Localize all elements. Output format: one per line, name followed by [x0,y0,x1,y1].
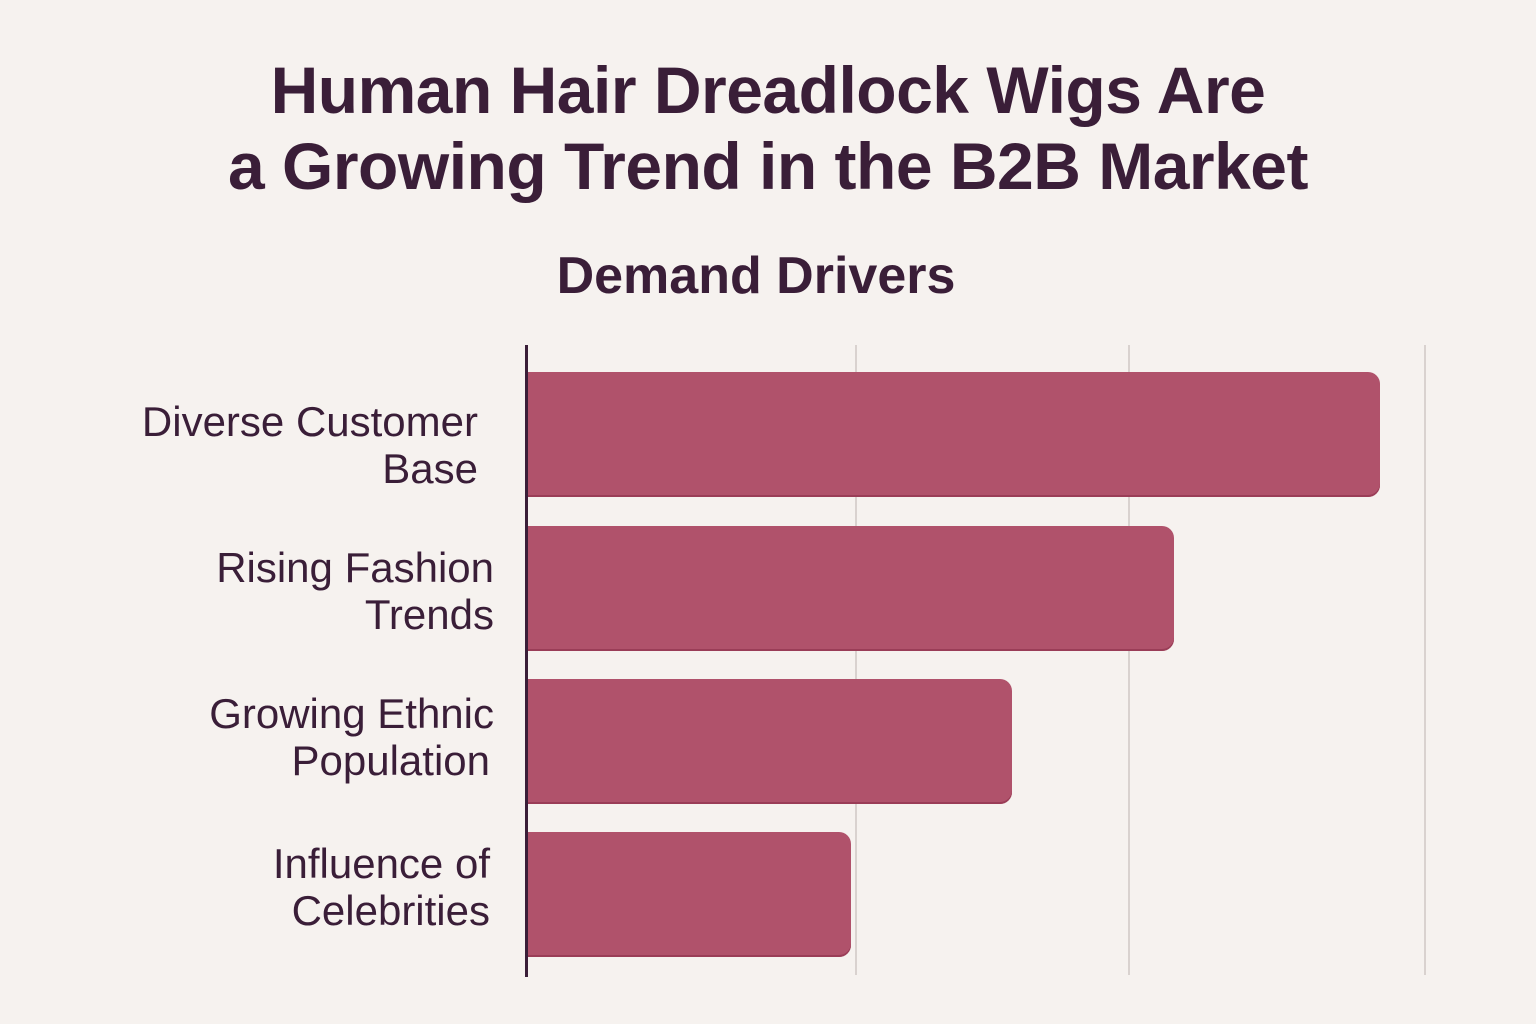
bar-growing-ethnic-population [528,679,1012,804]
label-line: Celebrities [291,887,490,934]
label-line: Rising Fashion [216,544,494,591]
gridline [855,345,857,975]
label-line: Trends [364,591,494,638]
chart-title-line-1: Human Hair Dreadlock Wigs Are [270,53,1266,127]
bar-influence-of-celebrities [528,832,851,957]
category-label-growing-ethnic-population: Growing Ethnic Population [74,690,494,784]
bar-diverse-customer-base [528,372,1380,497]
label-line: Growing Ethnic [209,690,494,737]
chart-title: Human Hair Dreadlock Wigs Are a Growing … [0,52,1536,204]
label-line: Influence of [272,840,490,887]
bar-rising-fashion-trends [528,526,1174,651]
chart-subtitle: Demand Drivers [556,247,956,305]
label-line: Base [382,445,478,492]
y-axis-line [525,345,528,977]
gridline [1128,345,1130,975]
chart-title-line-2: a Growing Trend in the B2B Market [227,129,1309,203]
label-line: Diverse Customer [141,398,478,445]
category-label-diverse-customer-base: Diverse Customer Base [58,398,478,492]
label-line: Population [291,737,491,784]
category-label-rising-fashion-trends: Rising Fashion Trends [74,544,494,638]
category-label-influence-of-celebrities: Influence of Celebrities [70,840,490,934]
gridline [1424,345,1426,975]
